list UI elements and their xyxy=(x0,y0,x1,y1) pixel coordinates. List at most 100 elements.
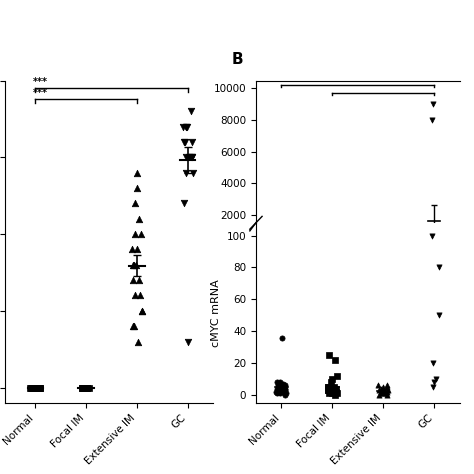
Point xyxy=(325,243,332,250)
Point xyxy=(182,154,190,161)
Point xyxy=(329,388,337,395)
Point xyxy=(273,383,281,391)
Point xyxy=(383,390,390,397)
Point xyxy=(380,390,388,397)
Point xyxy=(327,243,335,250)
Point xyxy=(326,351,333,359)
Point xyxy=(376,243,383,250)
Point xyxy=(433,375,440,383)
Point xyxy=(381,243,389,250)
Point xyxy=(333,372,340,380)
Point xyxy=(183,123,191,130)
Point xyxy=(383,243,391,250)
Point xyxy=(280,243,288,250)
Point xyxy=(33,384,40,392)
Point xyxy=(325,386,332,394)
Point xyxy=(333,243,341,250)
Point xyxy=(332,388,339,395)
Point xyxy=(430,152,438,160)
Point xyxy=(283,243,290,250)
Point xyxy=(279,243,287,250)
Point xyxy=(28,384,36,392)
Point xyxy=(331,390,339,397)
Point xyxy=(384,386,392,394)
Point xyxy=(328,243,335,250)
Point xyxy=(187,154,194,161)
Point xyxy=(79,384,86,392)
Point xyxy=(28,384,36,392)
Point xyxy=(328,388,335,395)
Point xyxy=(134,337,142,345)
Point xyxy=(138,307,146,315)
Point xyxy=(429,100,437,108)
Point xyxy=(137,230,145,238)
Point xyxy=(130,322,137,330)
Point xyxy=(180,138,188,146)
Point xyxy=(432,241,440,249)
Point xyxy=(328,375,336,383)
Point xyxy=(282,243,290,250)
Point xyxy=(326,243,333,250)
Point xyxy=(328,390,336,397)
Text: ***: *** xyxy=(33,88,48,98)
Point xyxy=(427,239,434,247)
Point xyxy=(333,243,340,250)
Point xyxy=(182,123,190,130)
Point xyxy=(325,243,332,250)
Point xyxy=(274,243,282,250)
Point xyxy=(135,215,143,222)
Point xyxy=(374,243,382,250)
Point xyxy=(275,243,283,250)
Point xyxy=(273,243,281,250)
Point xyxy=(278,334,286,341)
Point xyxy=(185,154,192,161)
Point xyxy=(35,384,43,392)
Point xyxy=(275,243,283,250)
Point xyxy=(81,384,89,392)
Point xyxy=(325,243,333,250)
Point xyxy=(327,243,335,250)
Point xyxy=(32,384,39,392)
Point xyxy=(375,243,383,250)
Point xyxy=(33,384,40,392)
Point xyxy=(383,243,390,250)
Point xyxy=(431,378,438,386)
Point xyxy=(277,383,285,391)
Point xyxy=(435,311,443,319)
Point xyxy=(381,243,389,250)
Point xyxy=(273,243,280,250)
Point xyxy=(131,230,138,238)
Point xyxy=(133,184,141,192)
Point xyxy=(133,261,140,269)
Point xyxy=(379,388,386,395)
Point xyxy=(382,243,389,250)
Point xyxy=(36,384,44,392)
Point xyxy=(332,356,339,364)
Point xyxy=(276,243,283,250)
Point xyxy=(327,388,334,395)
Point xyxy=(129,322,137,330)
Point xyxy=(279,243,287,250)
Point xyxy=(375,386,383,394)
Point xyxy=(330,243,337,250)
Point xyxy=(332,243,339,250)
Point xyxy=(276,388,283,395)
Point xyxy=(281,391,288,399)
Point xyxy=(432,242,439,249)
Point xyxy=(34,384,41,392)
Point xyxy=(182,169,190,176)
Point xyxy=(85,384,93,392)
Point xyxy=(428,243,436,250)
Point xyxy=(27,384,35,392)
Point xyxy=(329,243,337,250)
Point xyxy=(433,242,441,250)
Point xyxy=(378,388,385,395)
Point xyxy=(378,388,385,395)
Point xyxy=(280,243,288,250)
Point xyxy=(83,384,91,392)
Point xyxy=(273,385,281,392)
Point xyxy=(324,383,331,391)
Point xyxy=(330,243,338,250)
Point xyxy=(429,359,437,367)
Point xyxy=(82,384,90,392)
